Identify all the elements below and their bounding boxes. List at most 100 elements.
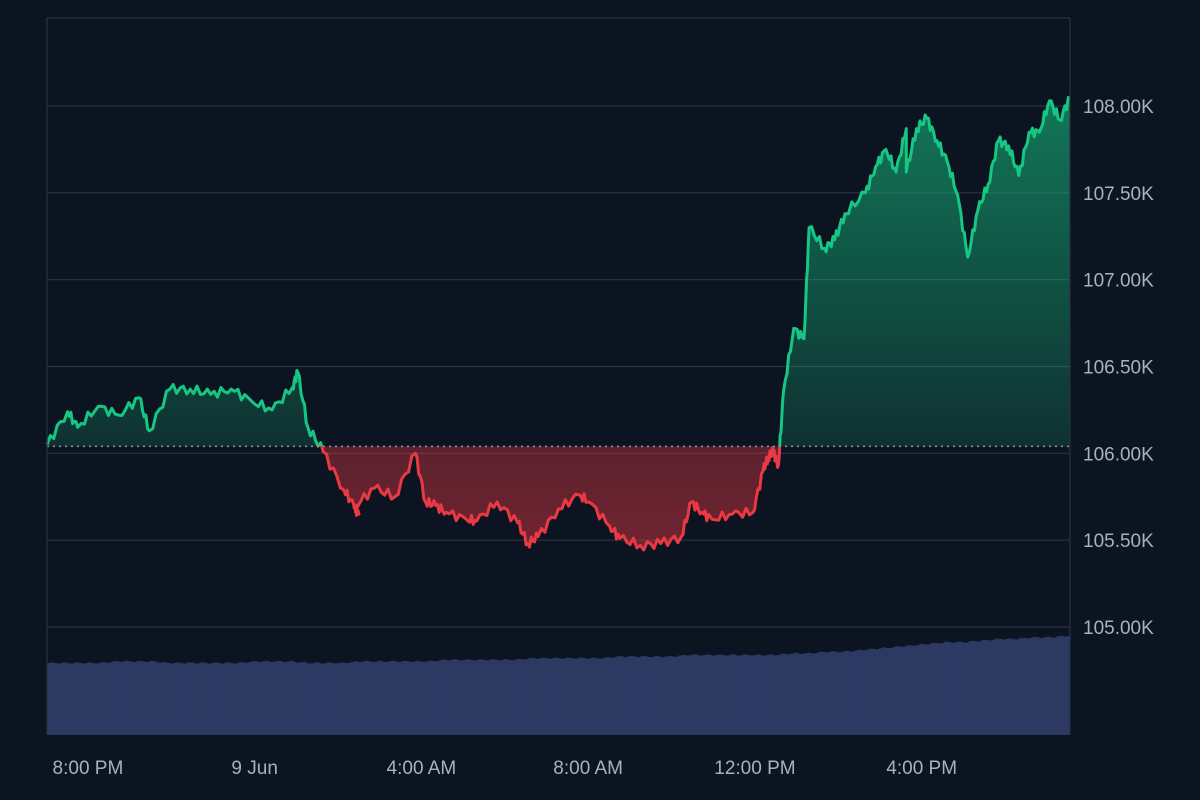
volume-bar [422, 662, 426, 735]
x-tick-label-1: 9 Jun [231, 758, 277, 779]
volume-bar [804, 653, 808, 735]
volume-bar [599, 658, 604, 735]
volume-bar [671, 656, 675, 735]
volume-bar [360, 661, 365, 735]
volume-bar [333, 663, 338, 735]
volume-bar [746, 654, 750, 735]
volume-bar [476, 659, 481, 735]
volume-bar [374, 661, 379, 735]
y-tick-label-5: 107.50K [1083, 184, 1154, 205]
volume-bar [53, 663, 58, 735]
volume-bar [469, 659, 474, 735]
volume-bar [408, 661, 413, 735]
volume-bar [885, 647, 890, 735]
x-axis-labels: 8:00 PM 9 Jun 4:00 AM 8:00 AM 12:00 PM 4:00 P… [53, 758, 958, 779]
volume-bar [919, 643, 924, 735]
volume-bar [145, 661, 150, 735]
volume-bar [156, 662, 160, 735]
volume-bar [330, 662, 334, 735]
volume-bar [715, 654, 720, 735]
volume-bar [848, 651, 853, 735]
volume-bars [47, 635, 1071, 735]
volume-bar [152, 661, 157, 735]
volume-bar [592, 657, 597, 735]
volume-bar [861, 650, 866, 735]
volume-bar [367, 661, 372, 735]
volume-bar [381, 661, 385, 735]
volume-bar [896, 646, 900, 735]
volume-bar [1032, 636, 1037, 735]
volume-bar [902, 646, 907, 735]
volume-bar [555, 657, 559, 735]
volume-bar [118, 661, 123, 735]
y-tick-label-6: 108.00K [1083, 97, 1154, 118]
volume-bar [1008, 638, 1013, 735]
volume-bar [77, 662, 82, 735]
volume-bar [241, 662, 246, 735]
volume-bar [503, 659, 508, 735]
volume-bar [937, 643, 941, 735]
volume-bar [186, 662, 191, 735]
x-tick-label-3: 8:00 AM [553, 758, 623, 779]
volume-bar [128, 661, 133, 735]
volume-bar [926, 644, 931, 735]
volume-bar [827, 651, 832, 735]
volume-bar [452, 659, 457, 735]
volume-bar [619, 656, 624, 735]
y-tick-label-2: 106.00K [1083, 444, 1154, 465]
volume-bar [203, 662, 208, 735]
volume-bar [94, 663, 99, 735]
volume-bar [875, 649, 880, 735]
volume-bar [84, 663, 89, 735]
volume-bar [776, 655, 781, 735]
volume-bar [1018, 638, 1023, 735]
volume-bar [739, 655, 744, 735]
volume-bar [548, 658, 553, 735]
volume-bar [275, 660, 280, 735]
volume-bar [824, 652, 829, 735]
volume-bar [81, 663, 85, 735]
volume-bar [108, 662, 113, 735]
volume-bar [834, 651, 839, 735]
volume-bar [265, 660, 270, 735]
volume-bar [401, 660, 406, 735]
volume-bar [858, 649, 863, 735]
x-tick-label-5: 4:00 PM [886, 758, 957, 779]
volume-bar [551, 658, 556, 735]
volume-bar [353, 661, 358, 735]
volume-bar [640, 656, 645, 735]
volume-bar [981, 640, 986, 735]
volume-bar [561, 658, 566, 735]
volume-bar [169, 663, 174, 735]
volume-bar [336, 663, 341, 735]
volume-bar [773, 655, 778, 735]
volume-bar [807, 652, 812, 735]
y-tick-label-4: 107.00K [1083, 271, 1154, 292]
volume-bar [456, 659, 461, 735]
volume-bar [350, 661, 355, 735]
volume-bar [50, 662, 55, 735]
volume-bar [742, 654, 747, 735]
volume-bar [466, 659, 471, 735]
volume-bar [701, 655, 706, 735]
volume-bar [377, 660, 382, 735]
volume-bar [1049, 637, 1054, 735]
volume-bar [1066, 636, 1071, 735]
volume-bar [101, 662, 106, 735]
volume-bar [47, 663, 51, 735]
volume-bar [285, 661, 290, 735]
volume-bar [214, 662, 218, 735]
volume-bar [1029, 637, 1033, 735]
volume-bar [752, 654, 757, 735]
volume-bar [435, 661, 440, 735]
volume-bar [319, 663, 324, 735]
volume-bar [609, 657, 614, 735]
volume-bar [960, 642, 965, 735]
price-line-down [316, 446, 782, 552]
volume-bar [480, 659, 484, 735]
volume-bar [87, 662, 92, 735]
volume-bar [432, 661, 437, 735]
volume-bar [115, 661, 120, 735]
volume-bar [930, 643, 934, 735]
